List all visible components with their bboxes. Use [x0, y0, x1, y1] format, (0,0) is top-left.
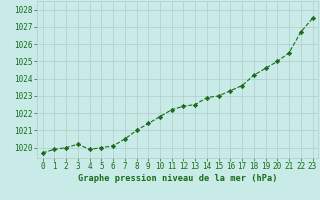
X-axis label: Graphe pression niveau de la mer (hPa): Graphe pression niveau de la mer (hPa): [78, 174, 277, 183]
